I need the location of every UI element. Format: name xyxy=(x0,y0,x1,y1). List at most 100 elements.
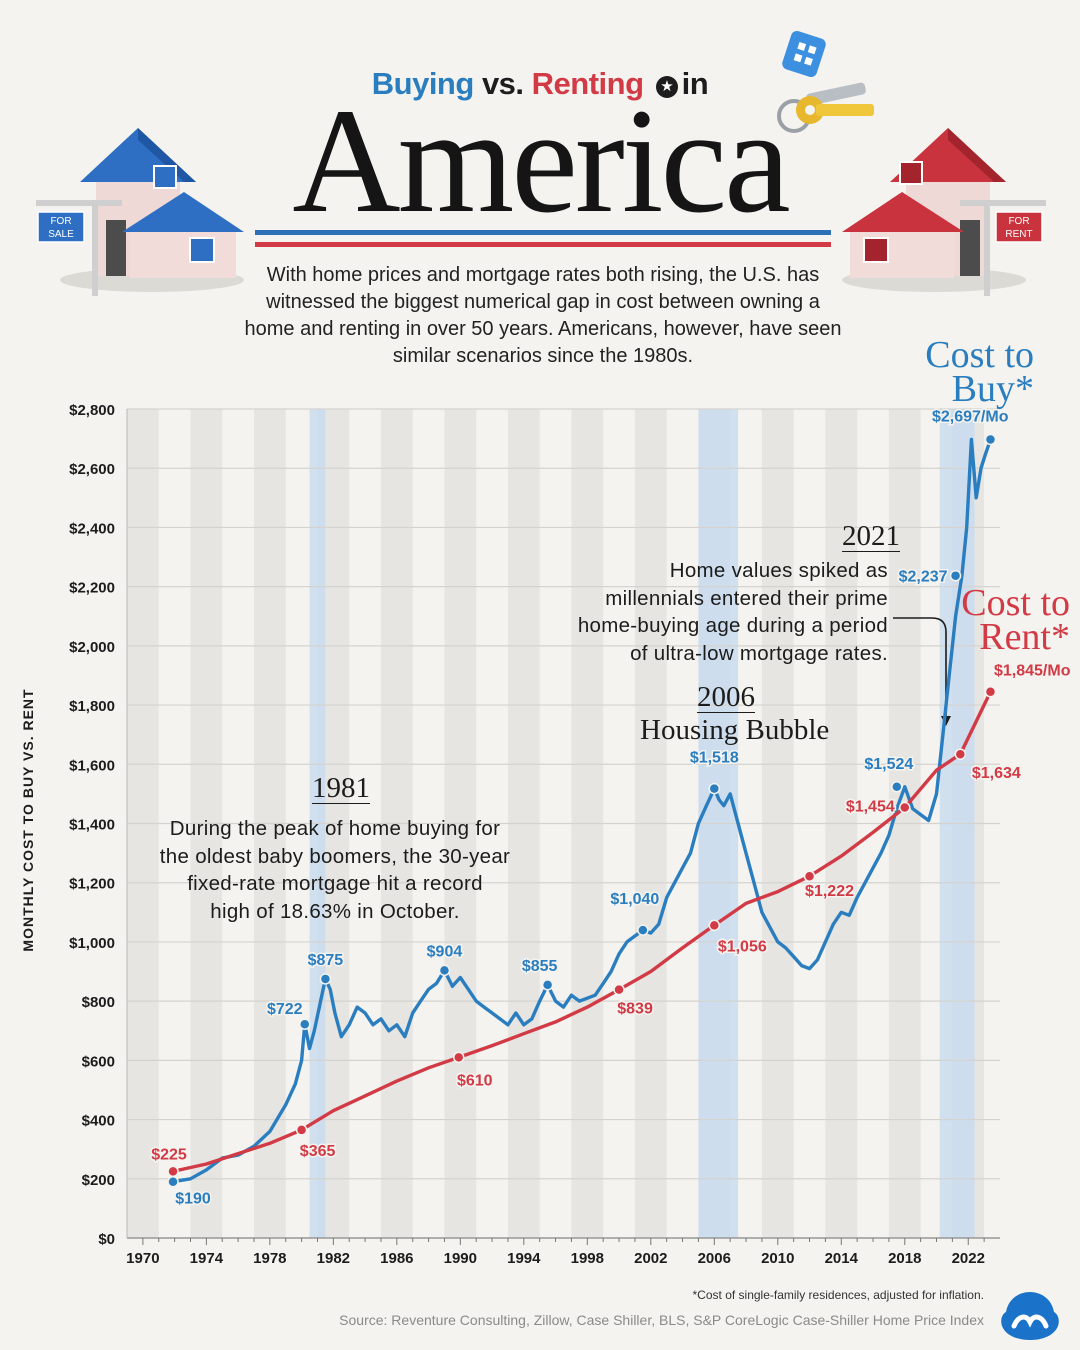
buy-data-point xyxy=(299,1018,311,1030)
x-tick-label: 1986 xyxy=(380,1250,413,1267)
rent-data-point xyxy=(899,801,911,814)
x-tick-label: 1970 xyxy=(126,1250,159,1267)
x-tick-label: 1994 xyxy=(507,1250,541,1267)
y-tick-label: $1,600 xyxy=(69,757,115,774)
x-tick-label: 1974 xyxy=(190,1250,224,1267)
x-tick-label: 2010 xyxy=(761,1250,794,1267)
rent-data-label: $839 xyxy=(617,1001,653,1018)
source-line: Source: Reventure Consulting, Zillow, Ca… xyxy=(339,1312,984,1328)
buy-data-label: $722 xyxy=(267,1001,303,1018)
buy-data-point xyxy=(637,924,649,936)
series-title-rent: Cost to Rent* xyxy=(961,582,1070,658)
cost-to-rent-line xyxy=(171,690,993,1174)
annotation-1981-text: During the peak of home buying for the o… xyxy=(120,815,550,925)
buy-data-label: $1,524 xyxy=(864,756,913,773)
annotation-2006-year: 2006 xyxy=(697,681,755,713)
annotation-2021-line: of ultra-low mortgage rates. xyxy=(630,641,888,665)
rent-data-label: $1,634 xyxy=(972,765,1021,782)
series-lines xyxy=(171,437,993,1184)
blue-house-for-sale-icon: FOR SALE xyxy=(36,128,244,296)
data-points xyxy=(167,433,997,1188)
visual-capitalist-logo-icon xyxy=(1001,1292,1059,1340)
y-axis-title: MONTHLY COST TO BUY VS. RENT xyxy=(20,688,36,952)
y-tick-label: $2,000 xyxy=(69,639,115,656)
header: Buying vs. Renting ★ in America With home… xyxy=(0,0,1080,400)
rent-data-label: $225 xyxy=(151,1146,187,1163)
y-tick-label: $2,600 xyxy=(69,461,115,478)
annotation-2021-year: 2021 xyxy=(842,520,900,552)
red-house-for-rent-icon: FOR RENT xyxy=(842,128,1046,296)
subtitle-buying: Buying xyxy=(371,66,475,101)
y-tick-label: $2,400 xyxy=(69,520,115,537)
x-axis-ticks: 1970 1974 1978 1982 1986 1990 1994 1998 2002 2006… xyxy=(126,1238,985,1267)
annotation-2021-text: Home values spiked as millennials entere… xyxy=(490,557,888,667)
rent-data-label: $365 xyxy=(300,1143,336,1160)
buy-data-point xyxy=(984,433,997,446)
for-sale-text-1: FOR xyxy=(50,216,71,227)
series-title-rent-line: Rent* xyxy=(979,616,1070,658)
y-tick-label: $0 xyxy=(98,1231,115,1248)
y-tick-label: $600 xyxy=(82,1053,115,1070)
for-sale-text-2: SALE xyxy=(48,229,74,240)
for-rent-text-2: RENT xyxy=(1005,229,1032,240)
rent-data-label: $610 xyxy=(457,1072,493,1089)
rent-data-label: $1,056 xyxy=(718,938,767,955)
page-title: America xyxy=(292,78,790,244)
buy-data-label: $855 xyxy=(522,958,558,975)
buy-data-label: $2,697/Mo xyxy=(932,408,1009,425)
annotation-1981-year: 1981 xyxy=(312,772,370,804)
subtitle-in: in xyxy=(681,66,709,101)
x-tick-label: 2006 xyxy=(698,1250,731,1267)
annotation-2021-line: Home values spiked as xyxy=(669,559,888,582)
footnote: *Cost of single-family residences, adjus… xyxy=(692,1288,984,1302)
buy-data-point xyxy=(167,1175,179,1188)
x-tick-label: 2002 xyxy=(634,1250,667,1267)
buy-data-label: $1,040 xyxy=(610,891,659,908)
y-tick-label: $1,400 xyxy=(69,817,115,834)
y-axis-ticks: $0 $200 $400 $600 $800 $1,000 $1,200 $1,400 $1,6… xyxy=(69,402,115,1248)
annotation-1981-line: high of 18.63% in October. xyxy=(210,899,460,923)
subtitle-renting: Renting xyxy=(531,66,644,101)
rent-data-point xyxy=(803,870,816,882)
rent-data-point xyxy=(167,1165,179,1178)
y-tick-label: $2,800 xyxy=(69,402,115,419)
annotation-2021-line: millennials entered their prime xyxy=(605,586,888,610)
x-tick-label: 2014 xyxy=(825,1250,859,1267)
divider-blue xyxy=(255,230,831,235)
buy-data-label: $2,237 xyxy=(899,569,948,586)
rent-data-point xyxy=(452,1051,465,1064)
buy-data-point xyxy=(438,964,451,977)
buy-data-label: $904 xyxy=(427,943,463,960)
for-rent-text-1: FOR xyxy=(1008,216,1029,227)
subtitle-vs: vs. xyxy=(481,66,524,101)
rent-data-label: $1,845/Mo xyxy=(994,663,1071,680)
subtitle: Buying vs. Renting ★ in xyxy=(0,66,1080,102)
annotation-1981-line: During the peak of home buying for xyxy=(169,817,501,840)
buy-data-label: $190 xyxy=(175,1191,211,1208)
divider-red xyxy=(255,242,831,247)
annotation-2006-label: Housing Bubble xyxy=(640,714,830,746)
x-tick-label: 1998 xyxy=(571,1250,604,1267)
y-tick-label: $2,200 xyxy=(69,580,115,597)
buy-data-point xyxy=(319,973,332,985)
annotation-1981-line: the oldest baby boomers, the 30-year xyxy=(159,844,511,868)
house-keys-icon xyxy=(777,30,874,133)
x-tick-label: 2018 xyxy=(888,1250,921,1267)
y-tick-label: $800 xyxy=(82,994,115,1011)
y-tick-label: $1,200 xyxy=(69,876,115,893)
x-tick-label: 1990 xyxy=(444,1250,477,1267)
annotation-arrow-line xyxy=(893,617,947,720)
buy-data-point xyxy=(541,979,554,991)
series-title-buy-line: Cost to xyxy=(925,334,1034,376)
series-title-rent-line: Cost to xyxy=(961,582,1070,624)
y-tick-label: $400 xyxy=(82,1113,115,1130)
buy-data-label: $1,518 xyxy=(690,750,739,767)
y-tick-label: $200 xyxy=(82,1172,115,1189)
buy-data-label: $875 xyxy=(308,952,344,969)
buy-data-point xyxy=(949,569,962,582)
annotation-1981-line: fixed-rate mortgage hit a record xyxy=(187,872,483,895)
data-labels: $190 $722 $875 $904 $855 $1,040 $1,518 $1,524 $2… xyxy=(150,407,1072,1209)
annotation-2021-line: home-buying age during a period xyxy=(577,614,888,637)
x-tick-label: 1978 xyxy=(253,1250,286,1267)
star-icon: ★ xyxy=(655,76,678,98)
